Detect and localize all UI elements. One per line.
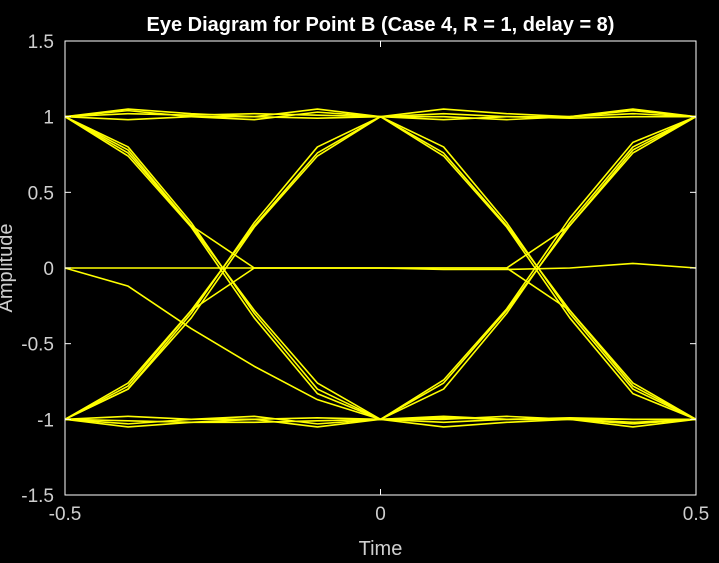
x-tick-label: -0.5: [49, 504, 82, 525]
eye-trace-18: [64, 267, 696, 421]
x-tick-label: 0: [375, 504, 386, 525]
eye-trace-14: [64, 115, 697, 421]
chart-title: Eye Diagram for Point B (Case 4, R = 1, …: [147, 14, 615, 36]
y-tick-label: 1: [43, 108, 54, 129]
x-axis-label: Time: [359, 538, 403, 560]
y-axis-label: Amplitude: [0, 224, 17, 313]
x-tick-label: 0.5: [683, 504, 709, 525]
y-tick-label: -0.5: [21, 335, 54, 356]
y-tick-label: 0.5: [28, 183, 54, 204]
trace-group: [64, 108, 697, 428]
y-tick-label: 1.5: [28, 32, 54, 53]
tick-group: -0.5 0 0.5 -1.5 -1 -0.5 0 0.5 1 1.5: [21, 32, 709, 525]
eye-trace-17: [65, 262, 697, 271]
y-tick-label: -1.5: [21, 486, 54, 507]
y-tick-label: 0: [43, 259, 54, 280]
y-tick-label: -1: [37, 410, 54, 431]
